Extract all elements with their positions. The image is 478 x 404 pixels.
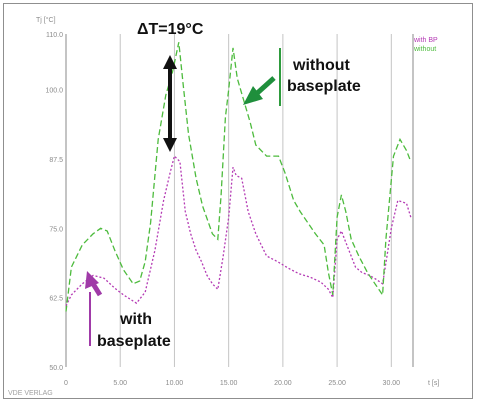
watermark: VDE VERLAG [8, 390, 53, 397]
without-baseplate-label-line2: baseplate [287, 78, 361, 95]
x-tick-label: 5.00 [113, 380, 127, 387]
purple-arrow [85, 271, 103, 297]
y-tick-label: 50.0 [49, 365, 63, 372]
x-tick-label: 30.00 [383, 380, 401, 387]
y-tick-label: 62.5 [49, 296, 63, 303]
green-arrow [243, 76, 276, 105]
legend-with-bp: with BP [413, 37, 438, 44]
y-tick-label: 75.0 [49, 226, 63, 233]
with-baseplate-label-line2: baseplate [97, 333, 171, 350]
grid-lines [119, 34, 392, 367]
delta-temperature-label: ΔT=19°C [137, 21, 204, 38]
x-axis-label: t [s] [428, 380, 439, 387]
x-tick-label: 15.00 [220, 380, 238, 387]
x-tick-label: 10.00 [166, 380, 184, 387]
series-lines [65, 42, 412, 312]
junction-temperature-chart: 0 5.00 10.00 15.00 20.00 25.00 30.00 50.0 62.5 75… [8, 16, 439, 397]
with-baseplate-label-line1: with [119, 311, 152, 328]
axis-ticks: 0 5.00 10.00 15.00 20.00 25.00 30.00 50.0 62.5 75… [45, 32, 400, 387]
y-tick-label: 87.5 [49, 157, 63, 164]
series-line-without [65, 42, 412, 312]
x-tick-label: 0 [64, 380, 68, 387]
y-axis-label: Tj [°C] [36, 16, 56, 24]
without-baseplate-label-line1: without [292, 57, 351, 74]
x-tick-label: 20.00 [274, 380, 292, 387]
y-tick-label: 100.0 [45, 88, 63, 95]
y-tick-label: 110.0 [46, 32, 63, 39]
series-line-with-bp [65, 154, 412, 307]
x-tick-label: 25.00 [328, 380, 346, 387]
legend-without: without [413, 46, 436, 53]
figure-frame: 0 5.00 10.00 15.00 20.00 25.00 30.00 50.0 62.5 75… [3, 3, 473, 399]
delta-arrow [163, 55, 177, 152]
